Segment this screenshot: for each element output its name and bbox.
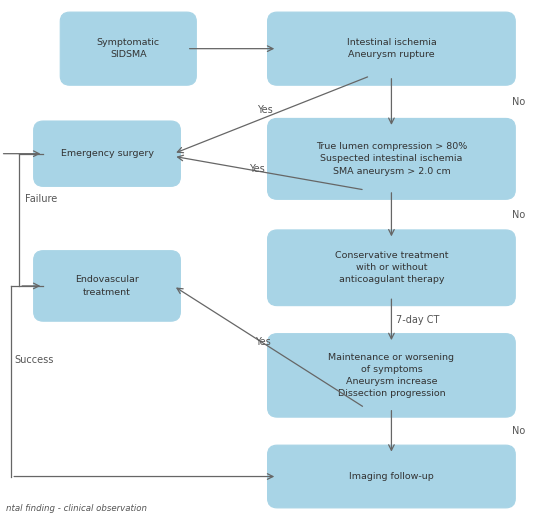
FancyBboxPatch shape <box>34 251 180 321</box>
FancyBboxPatch shape <box>268 334 515 417</box>
Text: Conservative treatment
with or without
anticoagulant therapy: Conservative treatment with or without a… <box>335 251 448 284</box>
Text: Yes: Yes <box>255 336 270 347</box>
Text: No: No <box>512 426 526 436</box>
Text: Symptomatic
SIDSMA: Symptomatic SIDSMA <box>96 38 160 59</box>
FancyBboxPatch shape <box>268 230 515 306</box>
Text: Endovascular
treatment: Endovascular treatment <box>75 276 139 296</box>
Text: True lumen compression > 80%
Suspected intestinal ischemia
SMA aneurysm > 2.0 cm: True lumen compression > 80% Suspected i… <box>316 142 467 176</box>
Text: Maintenance or worsening
of symptoms
Aneurysm increase
Dissection progression: Maintenance or worsening of symptoms Ane… <box>328 353 455 398</box>
Text: No: No <box>512 210 526 219</box>
FancyBboxPatch shape <box>268 12 515 85</box>
Text: No: No <box>512 97 526 107</box>
Text: Success: Success <box>14 356 53 366</box>
FancyBboxPatch shape <box>268 119 515 199</box>
Text: ntal finding - clinical observation: ntal finding - clinical observation <box>6 504 147 513</box>
Text: Yes: Yes <box>249 164 265 174</box>
Text: 7-day CT: 7-day CT <box>397 315 440 324</box>
Text: Failure: Failure <box>25 194 57 204</box>
FancyBboxPatch shape <box>60 12 196 85</box>
Text: Imaging follow-up: Imaging follow-up <box>349 472 434 481</box>
Text: Emergency surgery: Emergency surgery <box>61 149 154 158</box>
FancyBboxPatch shape <box>268 445 515 508</box>
FancyBboxPatch shape <box>34 121 180 186</box>
Text: Intestinal ischemia
Aneurysm rupture: Intestinal ischemia Aneurysm rupture <box>346 38 437 59</box>
Text: Yes: Yes <box>257 105 273 114</box>
